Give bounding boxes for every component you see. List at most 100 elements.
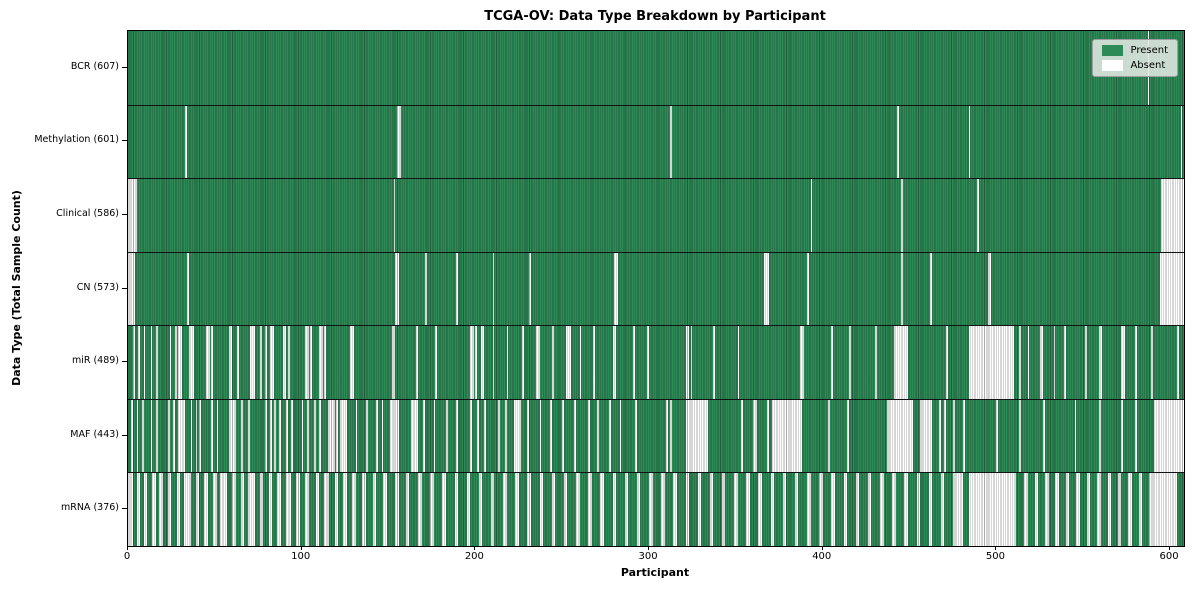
absent-stripe xyxy=(247,399,250,473)
absent-stripe xyxy=(1034,473,1039,546)
absent-stripe xyxy=(159,473,163,546)
absent-stripe xyxy=(746,473,750,546)
absent-stripe xyxy=(178,326,182,399)
y-tick-label-maf: MAF (443) xyxy=(70,428,119,440)
absent-stripe xyxy=(480,326,485,399)
absent-stripe xyxy=(831,326,834,399)
absent-stripe xyxy=(669,399,672,473)
absent-stripe xyxy=(527,473,531,546)
x-tick-label: 200 xyxy=(464,551,484,562)
absent-stripe xyxy=(506,326,509,399)
absent-stripe xyxy=(713,326,716,399)
absent-stripe xyxy=(848,326,851,399)
absent-stripe xyxy=(953,399,955,473)
absent-stripe xyxy=(1118,473,1122,546)
y-tick-label-bcr: BCR (607) xyxy=(70,60,119,72)
legend-swatch-absent xyxy=(1102,60,1124,71)
chart-title: TCGA-OV: Data Type Breakdown by Particip… xyxy=(484,9,826,24)
absent-stripe xyxy=(1076,473,1080,546)
absent-stripe xyxy=(167,399,170,473)
absent-stripe xyxy=(636,473,641,546)
absent-stripe xyxy=(1149,473,1178,546)
y-tick-label-mir: miR (489) xyxy=(71,355,119,367)
absent-stripe xyxy=(220,473,227,546)
absent-stripe xyxy=(187,252,189,326)
absent-stripe xyxy=(579,326,582,399)
absent-stripe xyxy=(260,473,264,546)
absent-stripe xyxy=(565,326,571,399)
absent-stripe xyxy=(470,399,472,473)
absent-stripe xyxy=(128,179,137,252)
absent-stripe xyxy=(282,326,287,399)
absent-stripe xyxy=(576,473,580,546)
absent-stripe xyxy=(697,473,702,546)
x-tick-mark xyxy=(1169,546,1171,550)
absent-stripe xyxy=(425,252,427,326)
absent-stripe xyxy=(930,252,933,326)
absent-stripe xyxy=(661,473,665,546)
absent-stripe xyxy=(593,326,596,399)
absent-stripe xyxy=(178,399,186,473)
absent-stripe xyxy=(268,473,273,546)
absent-stripe xyxy=(286,399,288,473)
absent-stripe xyxy=(1024,473,1028,546)
absent-stripe xyxy=(1135,326,1138,399)
absent-stripe xyxy=(228,399,236,473)
absent-stripe xyxy=(550,399,552,473)
absent-stripe xyxy=(155,399,158,473)
absent-stripe xyxy=(763,252,769,326)
legend-item-present: Present xyxy=(1102,45,1168,56)
absent-stripe xyxy=(1180,105,1183,179)
absent-stripe xyxy=(466,473,471,546)
absent-stripe xyxy=(916,473,920,546)
absent-stripe xyxy=(685,326,689,399)
x-tick-label: 100 xyxy=(291,551,311,562)
absent-stripe xyxy=(287,326,290,399)
absent-stripe xyxy=(1074,399,1077,473)
absent-stripe xyxy=(433,399,436,473)
absent-stripe xyxy=(588,399,590,473)
absent-stripe xyxy=(249,326,255,399)
absent-stripe xyxy=(150,399,153,473)
absent-stripe xyxy=(484,399,486,473)
absent-stripe xyxy=(324,473,330,546)
legend: Present Absent xyxy=(1092,39,1178,77)
absent-stripe xyxy=(874,326,877,399)
absent-stripe xyxy=(190,399,193,473)
absent-stripe xyxy=(600,473,604,546)
absent-stripe xyxy=(1053,326,1056,399)
absent-stripe xyxy=(270,399,273,473)
plot-area: Present Absent xyxy=(127,30,1185,547)
absent-stripe xyxy=(1107,473,1112,546)
absent-stripe xyxy=(136,399,139,473)
absent-stripe xyxy=(286,473,292,546)
absent-stripe xyxy=(247,473,255,546)
absent-stripe xyxy=(397,105,401,179)
absent-stripe xyxy=(279,399,281,473)
absent-stripe xyxy=(807,473,811,546)
absent-stripe xyxy=(1065,473,1070,546)
absent-stripe xyxy=(155,326,158,399)
absent-stripe xyxy=(143,473,148,546)
absent-stripe xyxy=(666,399,669,473)
absent-stripe xyxy=(880,473,884,546)
absent-stripe xyxy=(612,473,617,546)
row-band-cn xyxy=(128,251,1184,326)
absent-stripe xyxy=(169,326,172,399)
absent-stripe xyxy=(336,399,339,473)
absent-stripe xyxy=(497,399,500,473)
absent-stripe xyxy=(355,399,358,473)
absent-stripe xyxy=(685,399,709,473)
absent-stripe xyxy=(456,399,458,473)
absent-stripe xyxy=(277,473,281,546)
absent-stripe xyxy=(491,473,495,546)
absent-stripe xyxy=(897,105,900,179)
absent-stripe xyxy=(1151,326,1153,399)
absent-stripe xyxy=(362,473,366,546)
absent-stripe xyxy=(690,326,693,399)
row-band-methylation xyxy=(128,104,1184,179)
row-band-bcr xyxy=(128,31,1184,105)
absent-stripe xyxy=(669,105,672,179)
absent-stripe xyxy=(301,399,304,473)
